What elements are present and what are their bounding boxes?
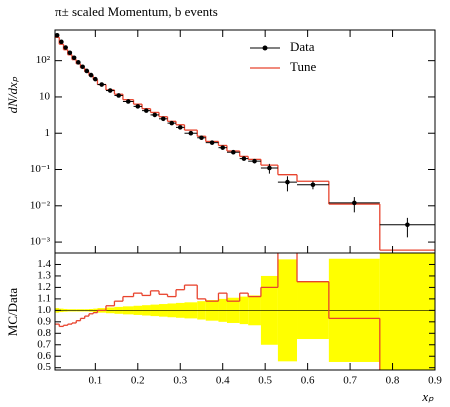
data-point: [76, 60, 81, 65]
x-tick-label: 0.6: [301, 375, 315, 387]
data-point: [188, 130, 194, 136]
ratio-line-group: [55, 253, 381, 370]
data-point: [310, 182, 316, 188]
data-point: [63, 45, 68, 50]
legend-label: Tune: [290, 59, 316, 74]
data-point: [199, 135, 204, 141]
data-point: [209, 140, 215, 145]
ratio-axis-label: MC/Data: [5, 288, 20, 337]
y-axis-label: dN/dxₚ: [5, 76, 20, 113]
data-point: [71, 55, 77, 61]
ratio-y-tick-label: 1.3: [37, 269, 51, 281]
x-tick-label: 0.5: [258, 375, 272, 387]
ratio-frame: [54, 252, 436, 371]
legend-label: Data: [290, 39, 315, 54]
data-point: [220, 145, 226, 150]
ratio-y-tick-label: 0.7: [37, 338, 51, 350]
data-point: [116, 93, 121, 98]
x-tick-label: 0.3: [173, 375, 187, 387]
ratio-y-tick-label: 0.6: [37, 350, 51, 362]
ratio-y-tick-label: 1.0: [37, 304, 51, 316]
data-point: [152, 112, 158, 118]
y-tick-label: 10²: [36, 54, 51, 66]
data-point: [93, 76, 98, 82]
ratio-y-tick-label: 1.4: [37, 258, 51, 270]
data-point: [54, 33, 60, 38]
y-tick-label: 10⁻³: [30, 236, 51, 248]
top-frame: [54, 29, 436, 254]
y-tick-label: 10⁻¹: [30, 163, 50, 175]
ratio-y-tick-label: 1.1: [37, 292, 51, 304]
chart-title: π± scaled Momentum, b events: [55, 4, 218, 19]
ratio-y-tick-label: 1.2: [37, 281, 51, 293]
y-tick-label: 1: [45, 127, 51, 139]
data-point: [160, 116, 166, 122]
data-point: [231, 149, 236, 155]
y-tick-label: 10⁻²: [30, 199, 51, 211]
data-point: [107, 88, 113, 93]
x-tick-label: 0.4: [216, 375, 230, 387]
data-point: [80, 64, 85, 70]
x-axis-label: xₚ: [421, 389, 434, 404]
ratio-band-group: [55, 253, 435, 370]
ratio-y-tick-label: 0.8: [37, 327, 51, 339]
data-point: [125, 99, 131, 104]
plot-group: 10²10110⁻¹10⁻²10⁻³0.50.60.70.80.91.01.11…: [30, 29, 442, 387]
ratio-y-tick-label: 0.9: [37, 315, 51, 327]
tune-group: [55, 36, 435, 251]
legend-swatch: [262, 45, 268, 51]
x-tick-label: 0.2: [131, 375, 145, 387]
data-point: [59, 39, 64, 45]
data-point: [67, 50, 73, 56]
data-point: [99, 82, 105, 87]
ratio-band: [379, 253, 435, 370]
data-point: [267, 165, 272, 171]
x-tick-label: 0.8: [386, 375, 400, 387]
data-point: [169, 120, 175, 126]
data-point: [352, 200, 357, 206]
x-tick-label: 0.7: [343, 375, 357, 387]
data-point: [88, 72, 94, 78]
x-tick-label: 0.9: [428, 375, 442, 387]
data-point: [177, 125, 183, 130]
data-point: [252, 158, 257, 164]
data-point: [285, 179, 290, 185]
data-point: [135, 104, 141, 109]
x-tick-label: 0.1: [88, 375, 102, 387]
ratio-y-tick-label: 0.5: [37, 361, 51, 373]
data-point: [143, 108, 149, 113]
data-point: [241, 156, 247, 161]
data-point: [84, 68, 90, 74]
y-tick-label: 10: [39, 90, 51, 102]
data-point: [405, 222, 410, 228]
